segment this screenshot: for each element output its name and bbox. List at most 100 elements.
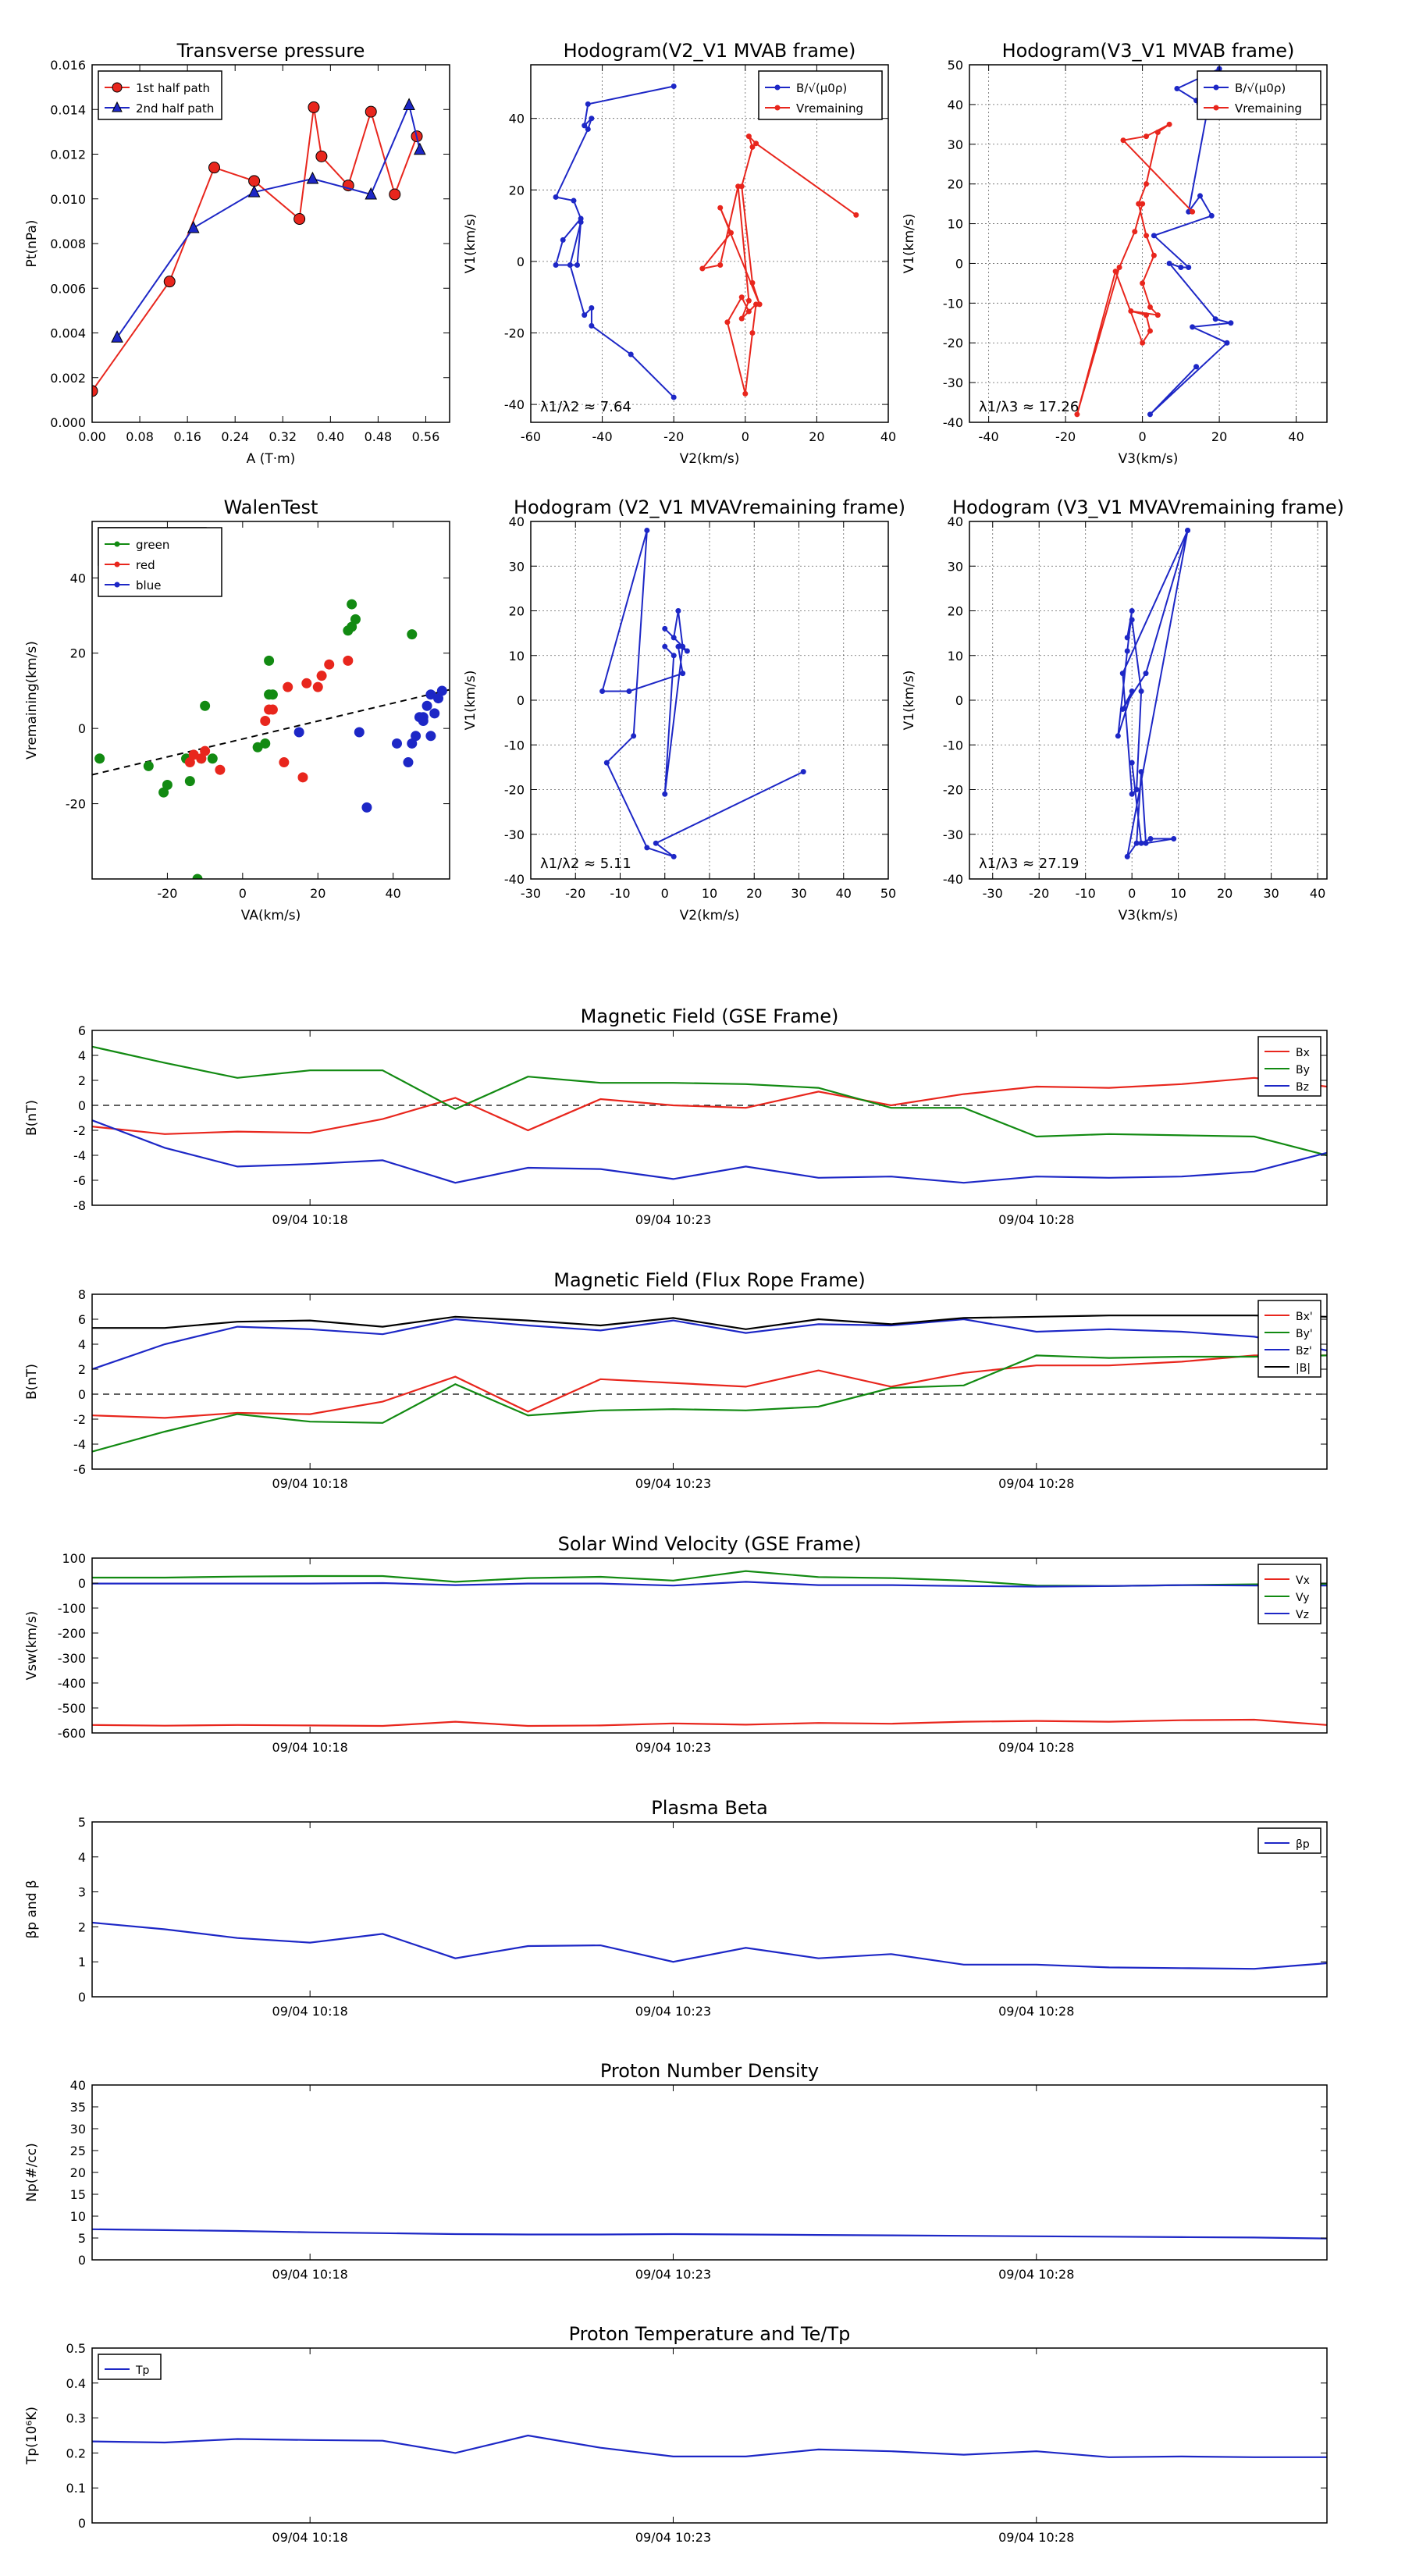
data-point — [306, 171, 319, 184]
data-point — [1129, 688, 1135, 695]
legend-label: Bz — [1296, 1081, 1309, 1094]
y-tick-label: -20 — [66, 797, 86, 812]
data-point — [196, 753, 207, 764]
data-point — [92, 385, 98, 397]
data-point — [267, 704, 278, 715]
x-tick-label: 09/04 10:18 — [272, 2267, 348, 2282]
series-line — [116, 102, 421, 338]
y-tick-label: 0.2 — [66, 2446, 86, 2460]
x-tick-label: 09/04 10:23 — [635, 1212, 711, 1227]
data-point — [553, 194, 559, 200]
data-point — [1208, 212, 1215, 219]
chart-magnetic_field_gse: 09/04 10:18 09/04 10:23 09/04 10:28 -8 -6 -4 -… — [24, 1005, 1328, 1227]
y-tick-label: 0.008 — [50, 237, 86, 251]
series-line — [601, 530, 804, 858]
x-axis-label: A (T·m) — [247, 451, 296, 467]
data-point — [301, 678, 312, 688]
ratio-annotation: λ1/λ2 ≈ 5.11 — [540, 856, 631, 872]
legend-label: Bz' — [1296, 1345, 1312, 1357]
data-point — [1138, 769, 1144, 775]
data-point — [1124, 648, 1130, 654]
chart-hodogram_v2v1_mvav: -30 -20 -10 0 10 20 30 40 50-40-30-20-1001020304… — [463, 496, 905, 923]
x-tick-label: 10 — [1170, 886, 1186, 901]
chart-title: Transverse pressure — [176, 40, 365, 62]
y-tick-label: 50 — [948, 58, 963, 73]
plot-area — [92, 1570, 1327, 1727]
axes-frame — [530, 521, 889, 880]
data-point — [188, 749, 199, 760]
y-tick-label: 100 — [62, 1551, 86, 1566]
x-tick-label: 40 — [836, 886, 852, 901]
x-tick-label: -20 — [565, 886, 585, 901]
series-line — [92, 1076, 1327, 1135]
y-tick-label: 0.3 — [66, 2411, 86, 2426]
series-Tp — [92, 2434, 1327, 2458]
data-point — [293, 727, 304, 738]
data-point — [717, 262, 724, 268]
data-point — [1124, 853, 1130, 859]
data-point — [670, 83, 677, 89]
data-point — [365, 105, 377, 118]
x-tick-label: -10 — [610, 886, 630, 901]
legend-label: red — [136, 558, 155, 572]
data-point — [1186, 208, 1192, 215]
series-red — [184, 655, 354, 783]
axes-frame — [91, 1821, 1328, 1998]
data-point — [675, 643, 681, 649]
plot-area — [1115, 527, 1191, 859]
data-point — [1147, 411, 1153, 418]
series-line — [1149, 68, 1232, 415]
data-point — [94, 753, 105, 764]
data-point — [745, 308, 752, 315]
data-point — [1120, 137, 1126, 144]
series-1st half path — [92, 101, 423, 397]
axes-frame — [969, 64, 1328, 423]
y-tick-label: -20 — [504, 783, 525, 798]
data-point — [582, 123, 588, 129]
legend-marker — [1213, 84, 1219, 91]
chart-title: Proton Number Density — [600, 2060, 819, 2082]
data-point — [184, 757, 195, 768]
data-point — [670, 653, 677, 659]
series-line — [92, 1119, 1327, 1184]
chart-magnetic_field_flux_rope: 09/04 10:18 09/04 10:23 09/04 10:28 -6 -4 -2 0… — [24, 1269, 1328, 1491]
series-2nd half path — [111, 98, 426, 343]
data-point — [315, 150, 328, 162]
data-point — [753, 301, 759, 308]
series-Bx' — [92, 1354, 1327, 1419]
chart-title: WalenTest — [224, 496, 318, 518]
legend-box — [1257, 1564, 1321, 1624]
data-point — [644, 845, 650, 851]
legend-box — [758, 70, 883, 120]
x-tick-label: -30 — [983, 886, 1003, 901]
data-point — [1128, 308, 1134, 315]
data-point — [735, 183, 742, 190]
data-point — [1185, 527, 1191, 533]
data-point — [670, 853, 677, 859]
chart-transverse_pressure: 0.00 0.08 0.16 0.24 0.32 0.40 0.48 0.56 0.000 0.0… — [24, 40, 450, 467]
y-tick-label: 20 — [509, 604, 525, 619]
y-tick-label: 8 — [78, 1287, 86, 1302]
data-point — [248, 175, 261, 187]
axes-frame — [91, 1557, 1328, 1734]
data-point — [1144, 181, 1150, 187]
data-point — [260, 738, 271, 749]
legend-marker — [114, 541, 120, 547]
plot-area — [94, 599, 447, 879]
data-point — [1151, 233, 1157, 239]
y-tick-label: 30 — [948, 559, 963, 574]
axes-frame — [91, 2347, 1328, 2524]
data-point — [361, 802, 372, 813]
y-tick-label: 40 — [70, 571, 86, 585]
data-point — [403, 757, 414, 768]
y-tick-label: 35 — [70, 2100, 86, 2115]
y-tick-label: -600 — [58, 1726, 86, 1741]
y-tick-label: 0.010 — [50, 192, 86, 207]
x-axis-label: V3(km/s) — [1119, 451, 1179, 467]
y-tick-label: -8 — [73, 1198, 86, 1213]
y-tick-label: 0 — [78, 2516, 86, 2531]
x-tick-label: -30 — [521, 886, 541, 901]
data-point — [567, 262, 573, 268]
series-By' — [92, 1354, 1327, 1453]
y-tick-label: 0.004 — [50, 326, 86, 341]
